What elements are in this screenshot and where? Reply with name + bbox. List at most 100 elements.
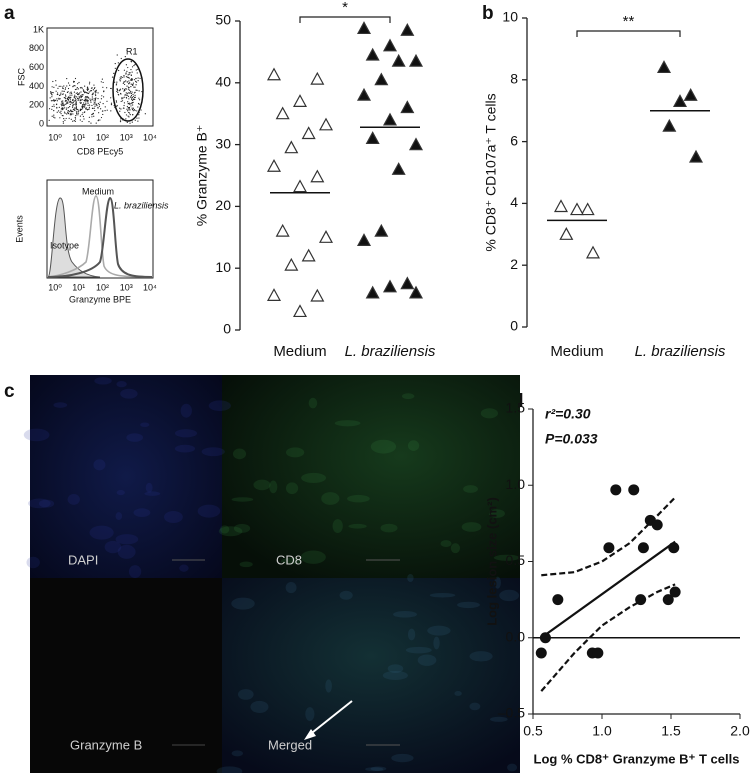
event-dot (75, 102, 77, 104)
y-label: % Granzyme B⁺ (194, 125, 210, 227)
texture (489, 716, 508, 722)
event-dot (91, 116, 93, 118)
data-point (635, 594, 647, 606)
y-label: Events (14, 215, 24, 243)
texture (285, 447, 305, 458)
event-dot (48, 119, 50, 121)
event-dot (69, 97, 71, 99)
event-dot (114, 106, 116, 109)
texture (115, 512, 123, 521)
event-dot (72, 105, 74, 107)
texture (391, 753, 414, 763)
event-dot (111, 76, 114, 78)
x-tick-label: 10¹ (72, 132, 85, 142)
event-dot (83, 103, 85, 106)
event-dot (129, 92, 131, 94)
event-dot (61, 102, 63, 105)
event-dot (85, 91, 87, 93)
event-dot (88, 116, 91, 118)
data-point (365, 131, 380, 145)
event-dot (53, 99, 55, 101)
event-dot (87, 100, 89, 102)
y-tick-label: 8 (510, 71, 518, 87)
event-dot (61, 93, 63, 95)
texture (38, 499, 55, 508)
event-dot (135, 77, 137, 80)
texture (407, 628, 416, 641)
data-point (275, 223, 290, 237)
event-dot (102, 86, 104, 88)
event-dot (126, 76, 129, 78)
event-dot (123, 104, 125, 107)
event-dot (123, 102, 126, 104)
event-dot (51, 105, 53, 108)
event-dot (63, 90, 65, 92)
event-dot (134, 86, 136, 88)
texture (405, 646, 432, 654)
event-dot (127, 66, 129, 69)
event-dot (114, 81, 116, 83)
event-dot (73, 103, 75, 106)
event-dot (127, 86, 130, 88)
y-tick-label: 50 (215, 12, 231, 28)
event-dot (79, 109, 82, 112)
event-dot (131, 71, 133, 73)
event-dot (85, 103, 87, 105)
event-dot (128, 112, 131, 114)
texture (285, 482, 299, 495)
event-dot (137, 102, 140, 105)
event-dot (79, 108, 82, 111)
texture (145, 482, 153, 493)
event-dot (90, 101, 92, 103)
event-dot (51, 108, 53, 110)
event-dot (91, 96, 93, 98)
event-dot (106, 100, 108, 102)
texture (117, 544, 136, 559)
event-dot (80, 94, 82, 97)
event-dot (58, 97, 60, 99)
event-dot (76, 93, 79, 96)
event-dot (77, 99, 79, 101)
event-dot (94, 98, 97, 101)
event-dot (128, 76, 130, 79)
event-dot (88, 106, 90, 108)
event-dot (64, 119, 66, 121)
event-dot (128, 73, 130, 75)
event-dot (114, 67, 116, 69)
event-dot (63, 103, 65, 106)
event-dot (144, 113, 146, 115)
event-dot (69, 103, 71, 105)
event-dot (130, 105, 132, 107)
texture (401, 393, 415, 400)
event-dot (75, 108, 77, 110)
event-dot (132, 99, 134, 102)
event-dot (85, 95, 87, 98)
event-dot (88, 108, 90, 110)
data-point (408, 137, 424, 151)
event-dot (77, 83, 79, 85)
event-dot (53, 86, 55, 88)
event-dot (53, 110, 55, 112)
event-dot (62, 121, 64, 123)
event-dot (80, 99, 82, 102)
event-dot (120, 100, 122, 103)
event-dot (102, 113, 104, 116)
panel-label: c (4, 381, 15, 402)
event-dot (74, 116, 76, 119)
event-dot (84, 91, 86, 93)
event-dot (62, 100, 64, 102)
event-dot (110, 102, 113, 104)
y-label: FSC (16, 67, 26, 86)
event-dot (55, 99, 57, 101)
texture (208, 400, 231, 412)
event-dot (81, 87, 83, 89)
significance-bracket (299, 16, 391, 23)
texture (433, 636, 440, 650)
data-point (365, 285, 380, 299)
event-dot (135, 84, 137, 86)
event-dot (128, 83, 130, 85)
y-label: % CD8⁺ CD107a⁺ T cells (483, 93, 499, 251)
event-dot (89, 81, 91, 83)
event-dot (79, 115, 82, 117)
data-point (391, 53, 406, 67)
